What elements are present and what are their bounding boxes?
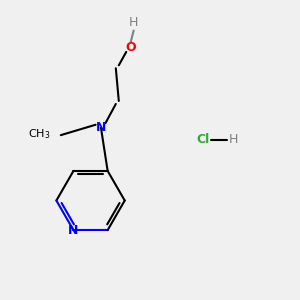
Text: Cl: Cl — [197, 133, 210, 146]
Text: N: N — [68, 224, 79, 237]
Text: H: H — [129, 16, 138, 29]
Text: CH$_3$: CH$_3$ — [28, 127, 50, 141]
Text: O: O — [125, 41, 136, 54]
Text: H: H — [229, 133, 238, 146]
Text: N: N — [96, 121, 106, 134]
